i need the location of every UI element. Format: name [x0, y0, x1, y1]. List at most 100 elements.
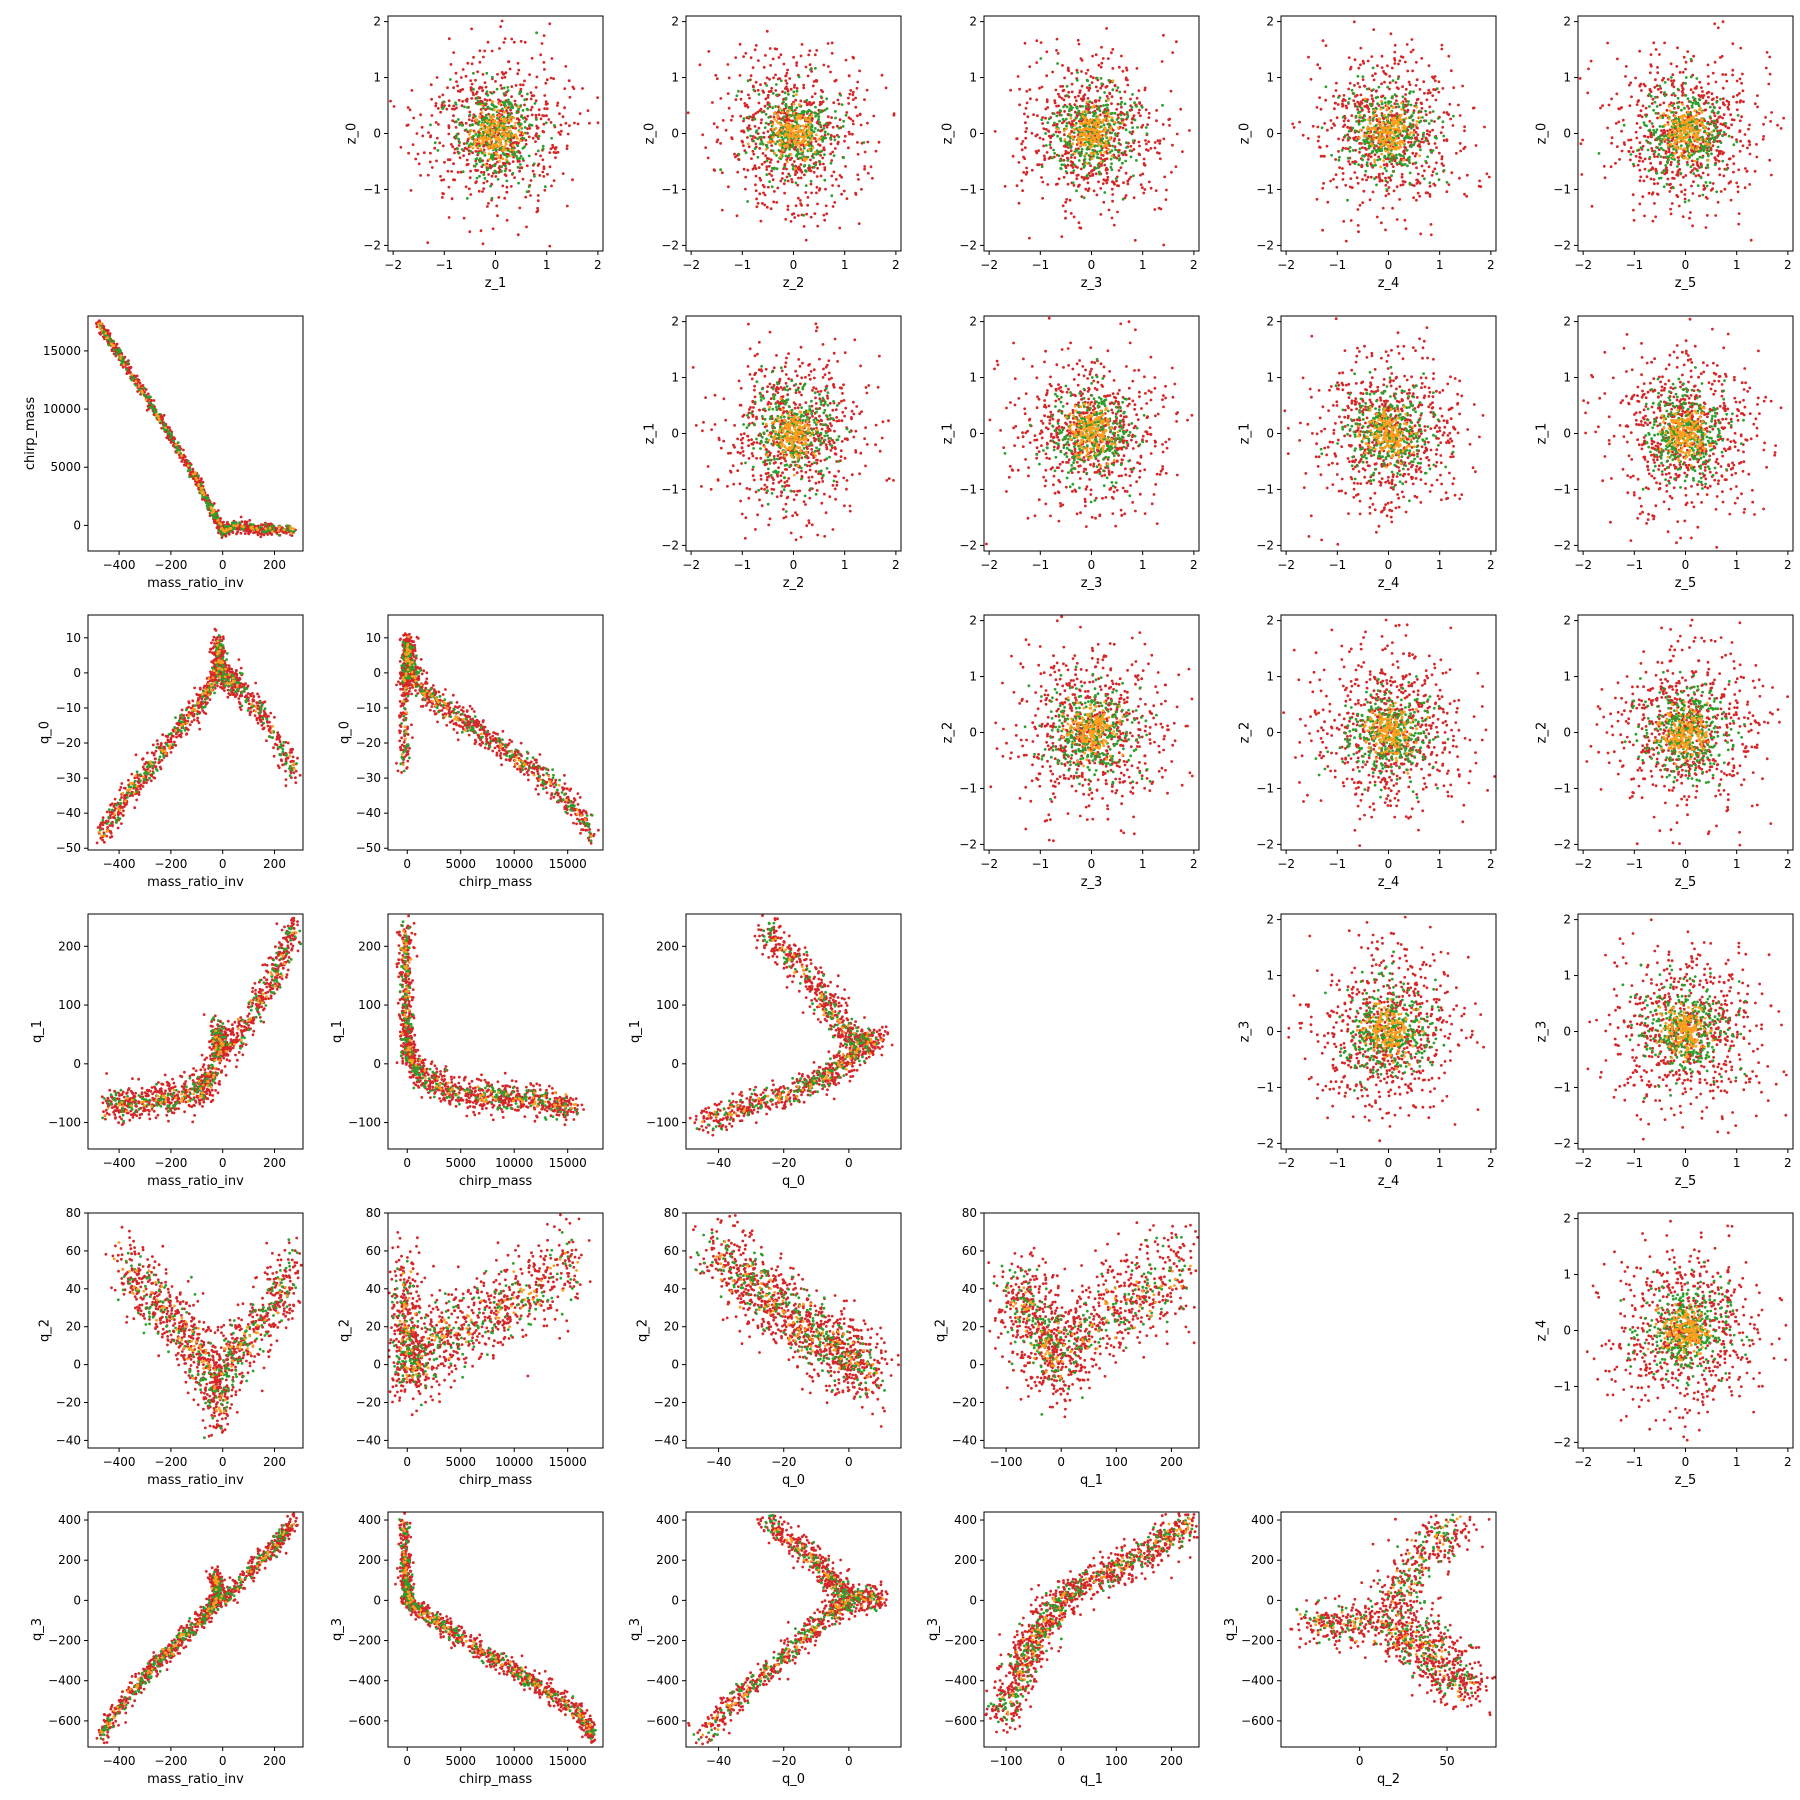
- scatter-point: [1634, 154, 1638, 158]
- scatter-point: [1683, 197, 1687, 201]
- scatter-point: [1070, 90, 1074, 94]
- scatter-point: [521, 177, 525, 181]
- scatter-point: [1090, 101, 1094, 105]
- scatter-point: [474, 114, 477, 118]
- scatter-point: [1082, 196, 1086, 200]
- scatter-point: [449, 143, 453, 146]
- scatter-point: [1106, 103, 1110, 107]
- scatter-point: [813, 53, 817, 57]
- scatter-point: [1070, 120, 1074, 123]
- scatter-point: [1106, 129, 1110, 133]
- scatter-point: [1651, 149, 1654, 153]
- scatter-point: [512, 155, 515, 159]
- scatter-point: [1400, 173, 1404, 176]
- scatter-point: [857, 178, 860, 181]
- scatter-point: [1340, 149, 1344, 152]
- scatter-point: [1077, 127, 1081, 131]
- scatter-point: [490, 174, 494, 178]
- scatter-point: [546, 172, 549, 176]
- scatter-point: [1175, 40, 1178, 44]
- scatter-point: [508, 154, 512, 158]
- scatter-point: [1398, 198, 1401, 201]
- scatter-point: [1743, 186, 1747, 190]
- scatter-point: [795, 154, 798, 157]
- scatter-point: [452, 104, 456, 108]
- scatter-point: [719, 168, 722, 172]
- scatter-point: [470, 119, 474, 123]
- scatter-point: [1124, 194, 1128, 197]
- scatter-point: [470, 27, 473, 31]
- scatter-point: [1465, 173, 1469, 177]
- scatter-point: [482, 122, 485, 126]
- scatter-point: [799, 169, 802, 172]
- scatter-point: [1401, 141, 1405, 145]
- scatter-point: [1650, 147, 1654, 150]
- scatter-point: [730, 137, 734, 141]
- scatter-point: [1357, 163, 1361, 167]
- scatter-point: [499, 154, 503, 157]
- scatter-point: [513, 141, 517, 144]
- scatter-point: [1350, 186, 1354, 190]
- scatter-point: [1701, 90, 1704, 93]
- scatter-point: [478, 174, 481, 178]
- scatter-point: [771, 135, 775, 139]
- scatter-point: [1731, 73, 1734, 77]
- scatter-point: [472, 93, 475, 97]
- scatter-point: [791, 134, 795, 138]
- scatter-point: [808, 109, 812, 113]
- scatter-point: [803, 126, 807, 130]
- scatter-point: [1382, 163, 1386, 167]
- scatter-point: [1355, 105, 1359, 109]
- scatter-point: [1126, 179, 1130, 183]
- scatter-point: [1110, 216, 1114, 220]
- scatter-point: [805, 123, 808, 127]
- scatter-point: [506, 139, 510, 143]
- scatter-point: [1685, 161, 1689, 164]
- scatter-point: [1371, 66, 1375, 70]
- scatter-point: [1385, 169, 1388, 173]
- scatter-point: [556, 104, 559, 107]
- scatter-point: [1144, 108, 1148, 112]
- y-tick-label: 0: [1266, 127, 1274, 141]
- scatter-point: [1170, 170, 1173, 174]
- scatter-point: [1639, 156, 1643, 160]
- scatter-point: [1136, 126, 1139, 129]
- scatter-point: [1097, 180, 1100, 184]
- scatter-point: [825, 97, 829, 101]
- scatter-point: [1412, 131, 1415, 135]
- scatter-point: [537, 134, 541, 138]
- scatter-point: [1654, 78, 1657, 82]
- scatter-point: [746, 128, 750, 132]
- scatter-point: [461, 100, 464, 103]
- scatter-point: [1025, 126, 1028, 130]
- scatter-point: [1702, 184, 1706, 188]
- scatter-point: [1163, 175, 1167, 179]
- scatter-point: [1079, 57, 1083, 60]
- scatter-point: [738, 42, 742, 46]
- scatter-point: [780, 177, 784, 180]
- scatter-point: [516, 165, 520, 169]
- scatter-point: [1624, 75, 1627, 78]
- scatter-point: [1359, 93, 1363, 97]
- scatter-point: [1370, 55, 1374, 58]
- scatter-point: [823, 166, 827, 170]
- scatter-point: [1080, 122, 1083, 126]
- scatter-point: [1638, 141, 1642, 145]
- scatter-point: [508, 103, 511, 106]
- y-axis-label: z_0: [941, 123, 956, 145]
- scatter-point: [502, 102, 506, 106]
- scatter-point: [480, 132, 483, 136]
- scatter-point: [1123, 90, 1127, 94]
- scatter-point: [1066, 182, 1070, 186]
- scatter-point: [1346, 137, 1350, 140]
- scatter-point: [1662, 101, 1666, 105]
- scatter-point: [757, 59, 760, 62]
- scatter-point: [545, 107, 549, 111]
- scatter-point: [1026, 115, 1030, 119]
- scatter-point: [460, 104, 464, 108]
- scatter-point: [819, 174, 823, 178]
- scatter-point: [552, 151, 556, 154]
- scatter-point: [1415, 78, 1419, 82]
- scatter-point: [1169, 89, 1173, 93]
- scatter-point: [1085, 110, 1089, 114]
